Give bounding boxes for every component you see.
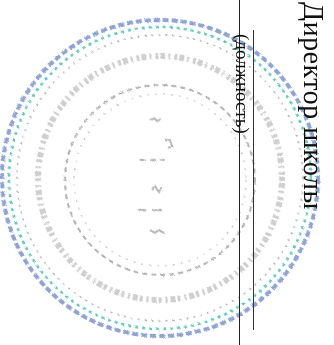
signature-vertical-line [239,0,240,345]
seal-ring-lettering [35,53,285,303]
seal-outer-ring [0,18,320,338]
position-caption: (должность) [231,34,252,134]
signature-line [253,30,254,330]
seal-inner-dotted-ring [73,93,247,267]
seal-center-marks [138,116,174,235]
seal-dotted-ring [16,34,304,322]
position-title: Директор школы [297,2,328,210]
seal-accent-ring [7,25,313,331]
seal-inner-ring [64,84,256,276]
